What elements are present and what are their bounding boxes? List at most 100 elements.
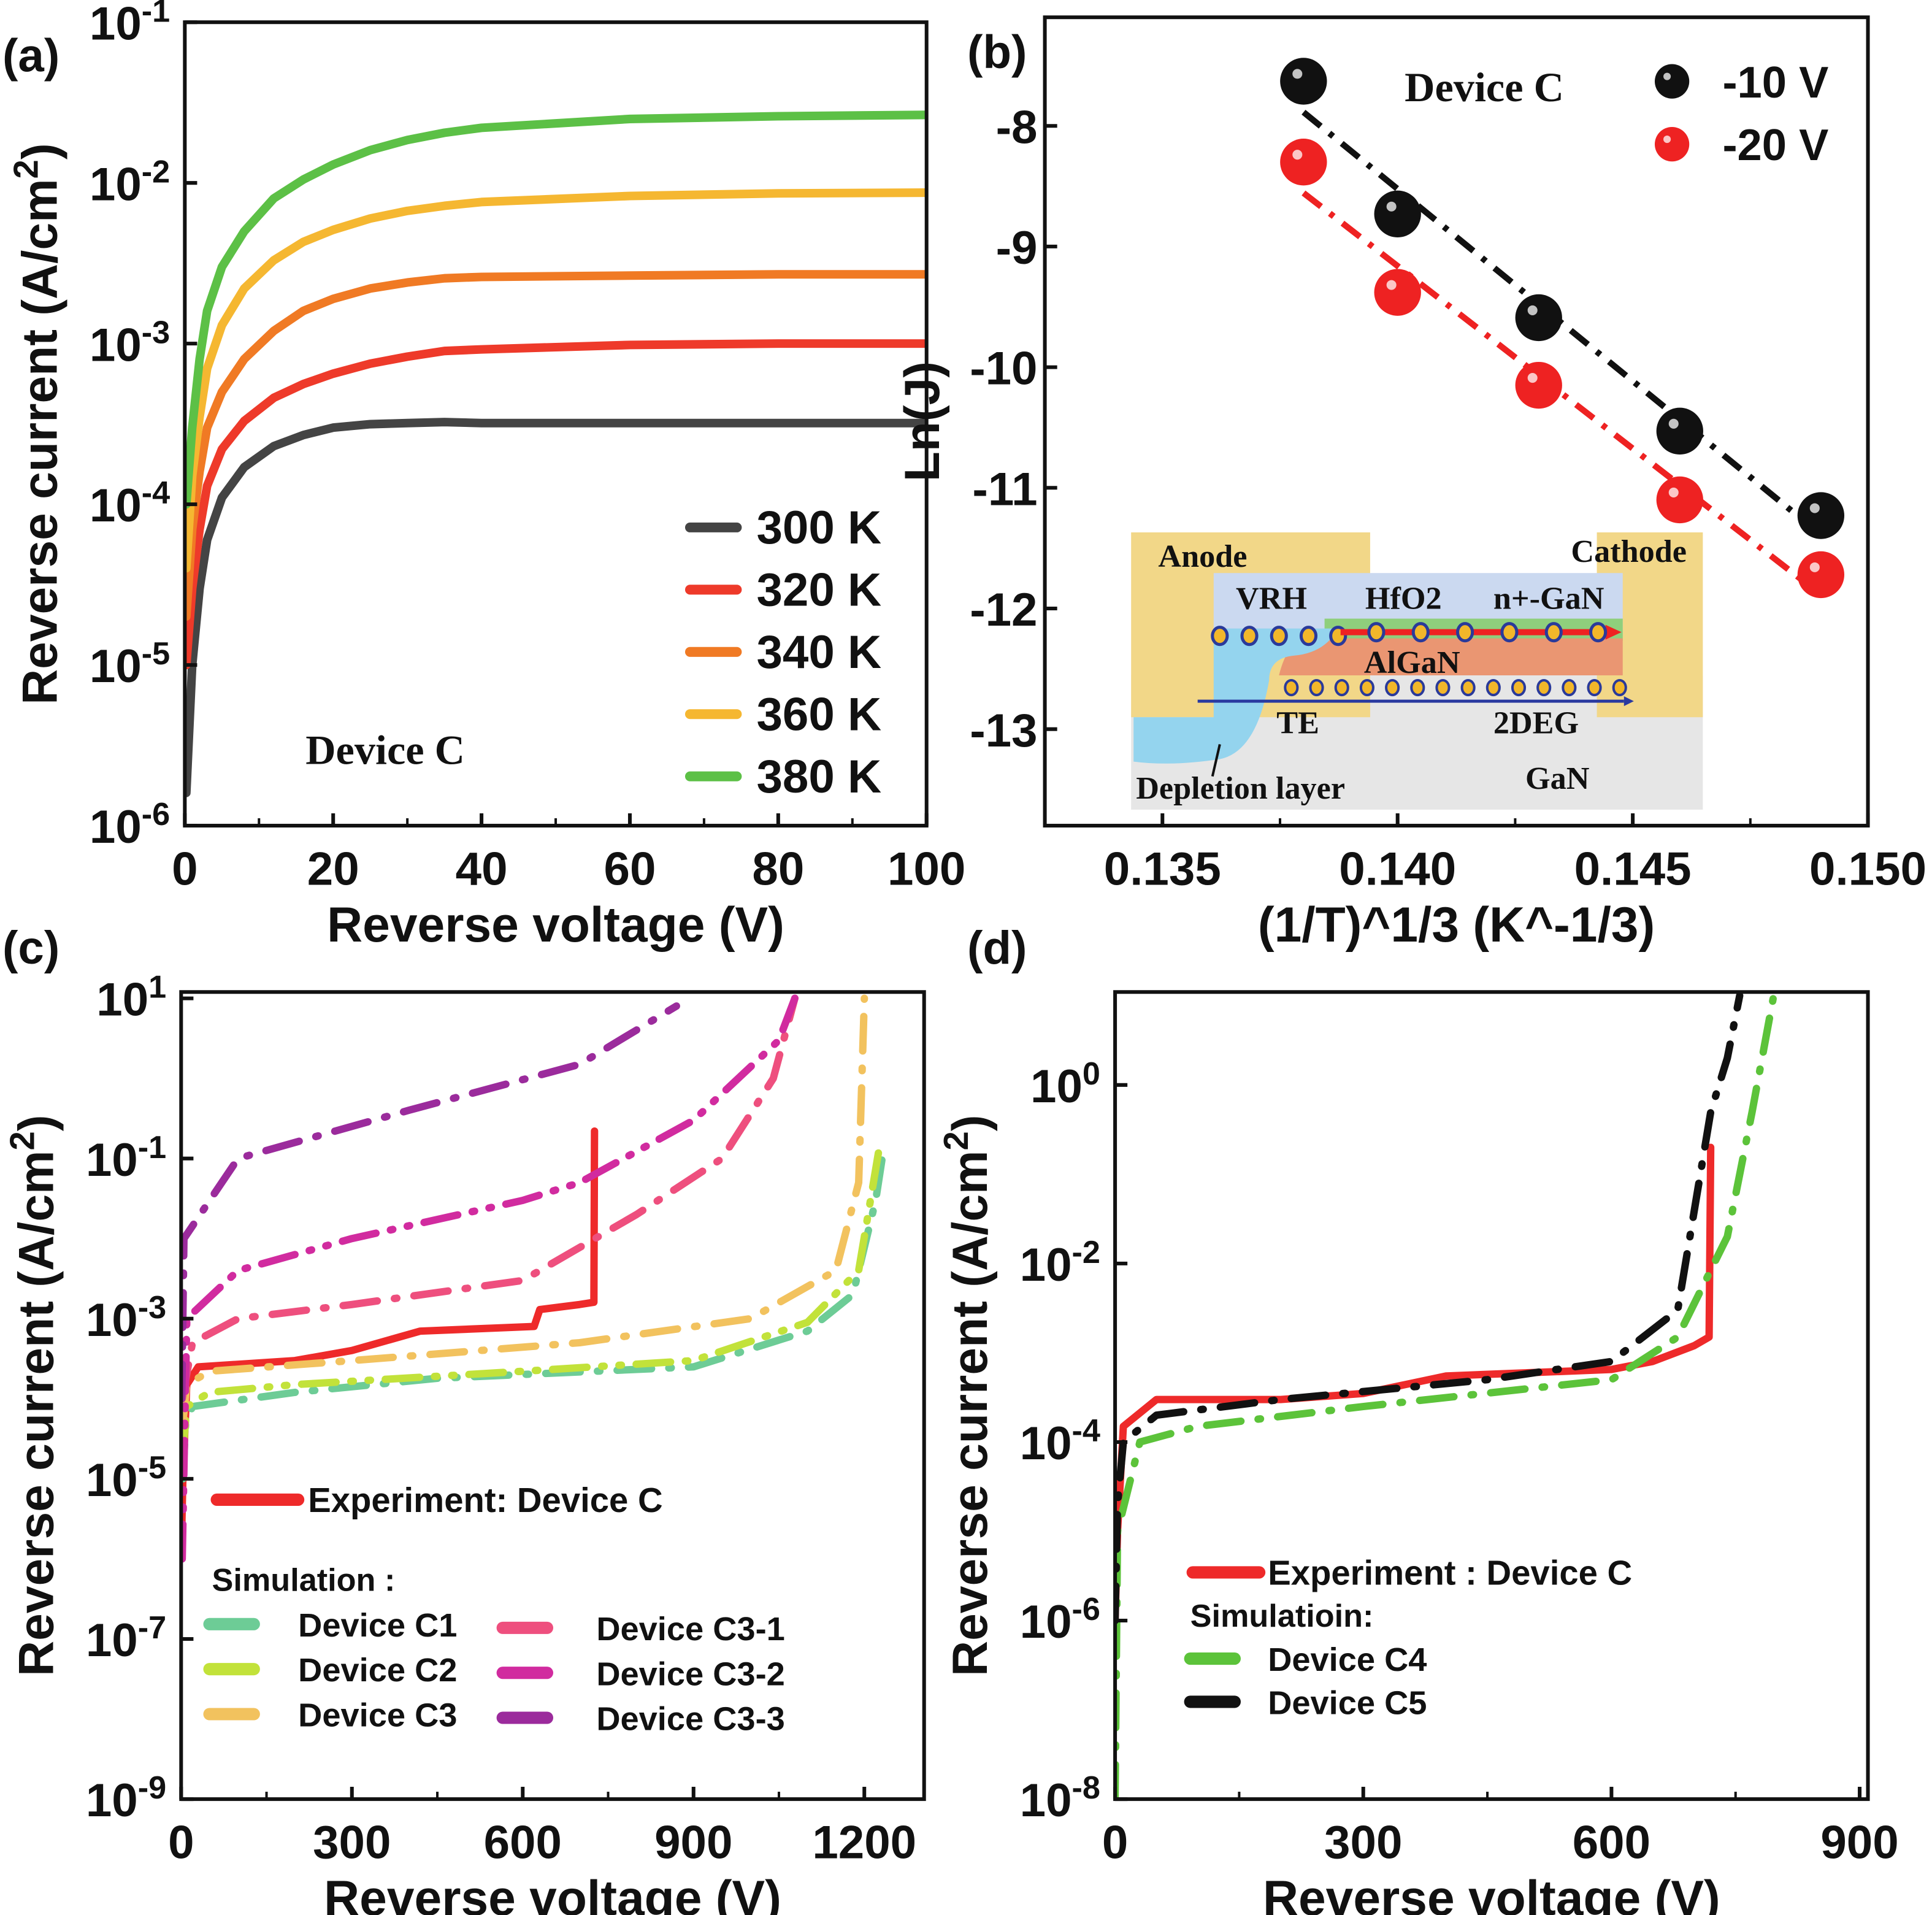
point-highlight — [1386, 201, 1397, 212]
series-line — [185, 339, 927, 670]
legend-marker-highlight — [1663, 72, 1671, 80]
legend-marker — [1654, 126, 1690, 162]
legend-label: Device C5 — [1268, 1684, 1427, 1721]
axes-frame — [1113, 990, 1870, 1802]
data-point — [1797, 492, 1845, 539]
legend-label: Experiment: Device C — [308, 1481, 662, 1519]
y-axis-label: Reverse current (A/cm2) — [6, 143, 68, 704]
series-line — [185, 270, 927, 621]
panel-label-c: (c) — [2, 922, 59, 974]
data-point — [1374, 190, 1421, 237]
series-line — [181, 994, 868, 1427]
series-line — [181, 994, 799, 1563]
legend-label: 300 K — [756, 502, 881, 554]
legend-heading: Simulation : — [212, 1563, 396, 1598]
point-highlight — [1386, 280, 1397, 290]
x-tick-label: 80 — [752, 843, 804, 895]
legend-label: Device C2 — [298, 1652, 457, 1689]
point-highlight — [1292, 150, 1303, 160]
panel-c: 0 300 600 900 1200 10-9 10-7 10-5 10-3 10-1 101 Rev… — [2, 970, 926, 1915]
data-point — [1515, 361, 1562, 409]
x-tick-label: 0.135 — [1104, 843, 1221, 895]
y-tick-label: 10-1 — [90, 0, 170, 50]
trapped-electron — [1240, 626, 1259, 647]
legend-label: Experiment : Device C — [1268, 1554, 1632, 1592]
x-tick-label: 900 — [1820, 1817, 1898, 1869]
point-highlight — [1527, 373, 1538, 383]
series-line — [181, 994, 799, 1403]
legend-label: -10 V — [1722, 58, 1828, 107]
legend-label: Device C4 — [1268, 1641, 1427, 1678]
inset-label-twodeg: 2DEG — [1493, 705, 1579, 740]
y-tick-label: 10-5 — [90, 636, 170, 693]
point-highlight — [1527, 305, 1538, 315]
x-axis-label: Reverse voltage (V) — [1263, 1871, 1720, 1915]
y-tick-label: -8 — [996, 101, 1038, 153]
y-tick-label: 10-1 — [86, 1130, 166, 1186]
depletion-pointer — [1211, 744, 1221, 777]
legend-label: Device C3-1 — [596, 1611, 785, 1648]
2deg-electron — [1485, 678, 1501, 697]
point-highlight — [1809, 503, 1820, 513]
2deg-electron — [1385, 678, 1400, 697]
x-tick-label: 60 — [604, 843, 656, 895]
point-highlight — [1668, 487, 1679, 497]
y-axis-label: Reverse current (A/cm2) — [2, 1115, 64, 1676]
y-tick-label: -13 — [970, 705, 1037, 757]
x-tick-label: 300 — [1324, 1817, 1402, 1869]
x-tick-label: 300 — [313, 1817, 391, 1869]
inset-label-algan: AlGaN — [1364, 645, 1460, 680]
electron — [1544, 622, 1563, 643]
plot-area — [1280, 58, 1845, 599]
y-tick-label: -9 — [996, 222, 1038, 274]
y-tick-label: 10-4 — [1020, 1413, 1100, 1470]
y-tick-label: 10-2 — [90, 154, 170, 210]
legend-heading: Simulatioin: — [1190, 1598, 1374, 1634]
trapped-electron — [1270, 626, 1288, 647]
axes-frame — [1043, 15, 1870, 828]
x-axis-label: (1/T)^1/3 (K^-1/3) — [1258, 897, 1655, 953]
axes-frame — [179, 990, 926, 1802]
x-axis-label: Reverse voltage (V) — [327, 897, 784, 953]
legend-label: 360 K — [756, 688, 881, 740]
x-tick-label: 0.150 — [1809, 843, 1926, 895]
panel-a: 0 20 40 60 80 100 10-6 10-5 10-4 10-3 10-2 10-1 Reve… — [6, 0, 965, 953]
y-axis-label: Reverse current (A/cm2) — [937, 1115, 999, 1676]
data-point — [1374, 269, 1421, 316]
y-tick-label: 10-4 — [90, 475, 170, 532]
x-tick-label: 0.140 — [1339, 843, 1456, 895]
y-tick-label: 10-2 — [1020, 1235, 1100, 1291]
te-arrowhead — [1623, 696, 1634, 707]
2deg-electron — [1410, 678, 1425, 697]
electron — [1367, 622, 1386, 643]
panel-d: 0 300 600 900 10-8 10-6 10-4 10-2 100 Reverse vol… — [937, 990, 1899, 1915]
device-annotation: Device C — [1405, 64, 1564, 110]
y-axis-label: Ln(J) — [895, 361, 950, 482]
x-axis-label: Reverse voltage (V) — [324, 1871, 781, 1915]
inset-label-depletion: Depletion layer — [1136, 770, 1345, 806]
data-point — [1280, 58, 1327, 105]
data-point — [1280, 139, 1327, 186]
inset-label-cathode: Cathode — [1571, 534, 1687, 569]
point-highlight — [1809, 562, 1820, 572]
2deg-electron — [1511, 678, 1527, 697]
legend-label: 320 K — [756, 564, 881, 616]
data-point — [1515, 294, 1562, 342]
trapped-electron — [1299, 626, 1318, 647]
x-tick-label: 100 — [887, 843, 965, 895]
legend-label: Device C3-3 — [596, 1701, 785, 1738]
legend-label: 340 K — [756, 626, 881, 678]
y-tick-label: 10-9 — [86, 1770, 166, 1827]
depletion-region — [1133, 628, 1338, 764]
x-tick-label: 0 — [168, 1817, 194, 1869]
inset-label-anode: Anode — [1158, 539, 1247, 574]
x-tick-label: 0 — [1102, 1817, 1128, 1869]
y-tick-label: 10-6 — [1020, 1592, 1100, 1648]
trapped-electron — [1211, 626, 1229, 647]
panel-b: Anode Cathode VRH HfO2 n+-GaN AlGaN TE 2DEG Depl… — [895, 15, 1926, 953]
algan-layer — [1279, 638, 1623, 675]
y-tick-label: 10-6 — [90, 797, 170, 853]
point-highlight — [1292, 69, 1303, 79]
x-tick-label: 40 — [456, 843, 508, 895]
2deg-electron — [1284, 678, 1299, 697]
